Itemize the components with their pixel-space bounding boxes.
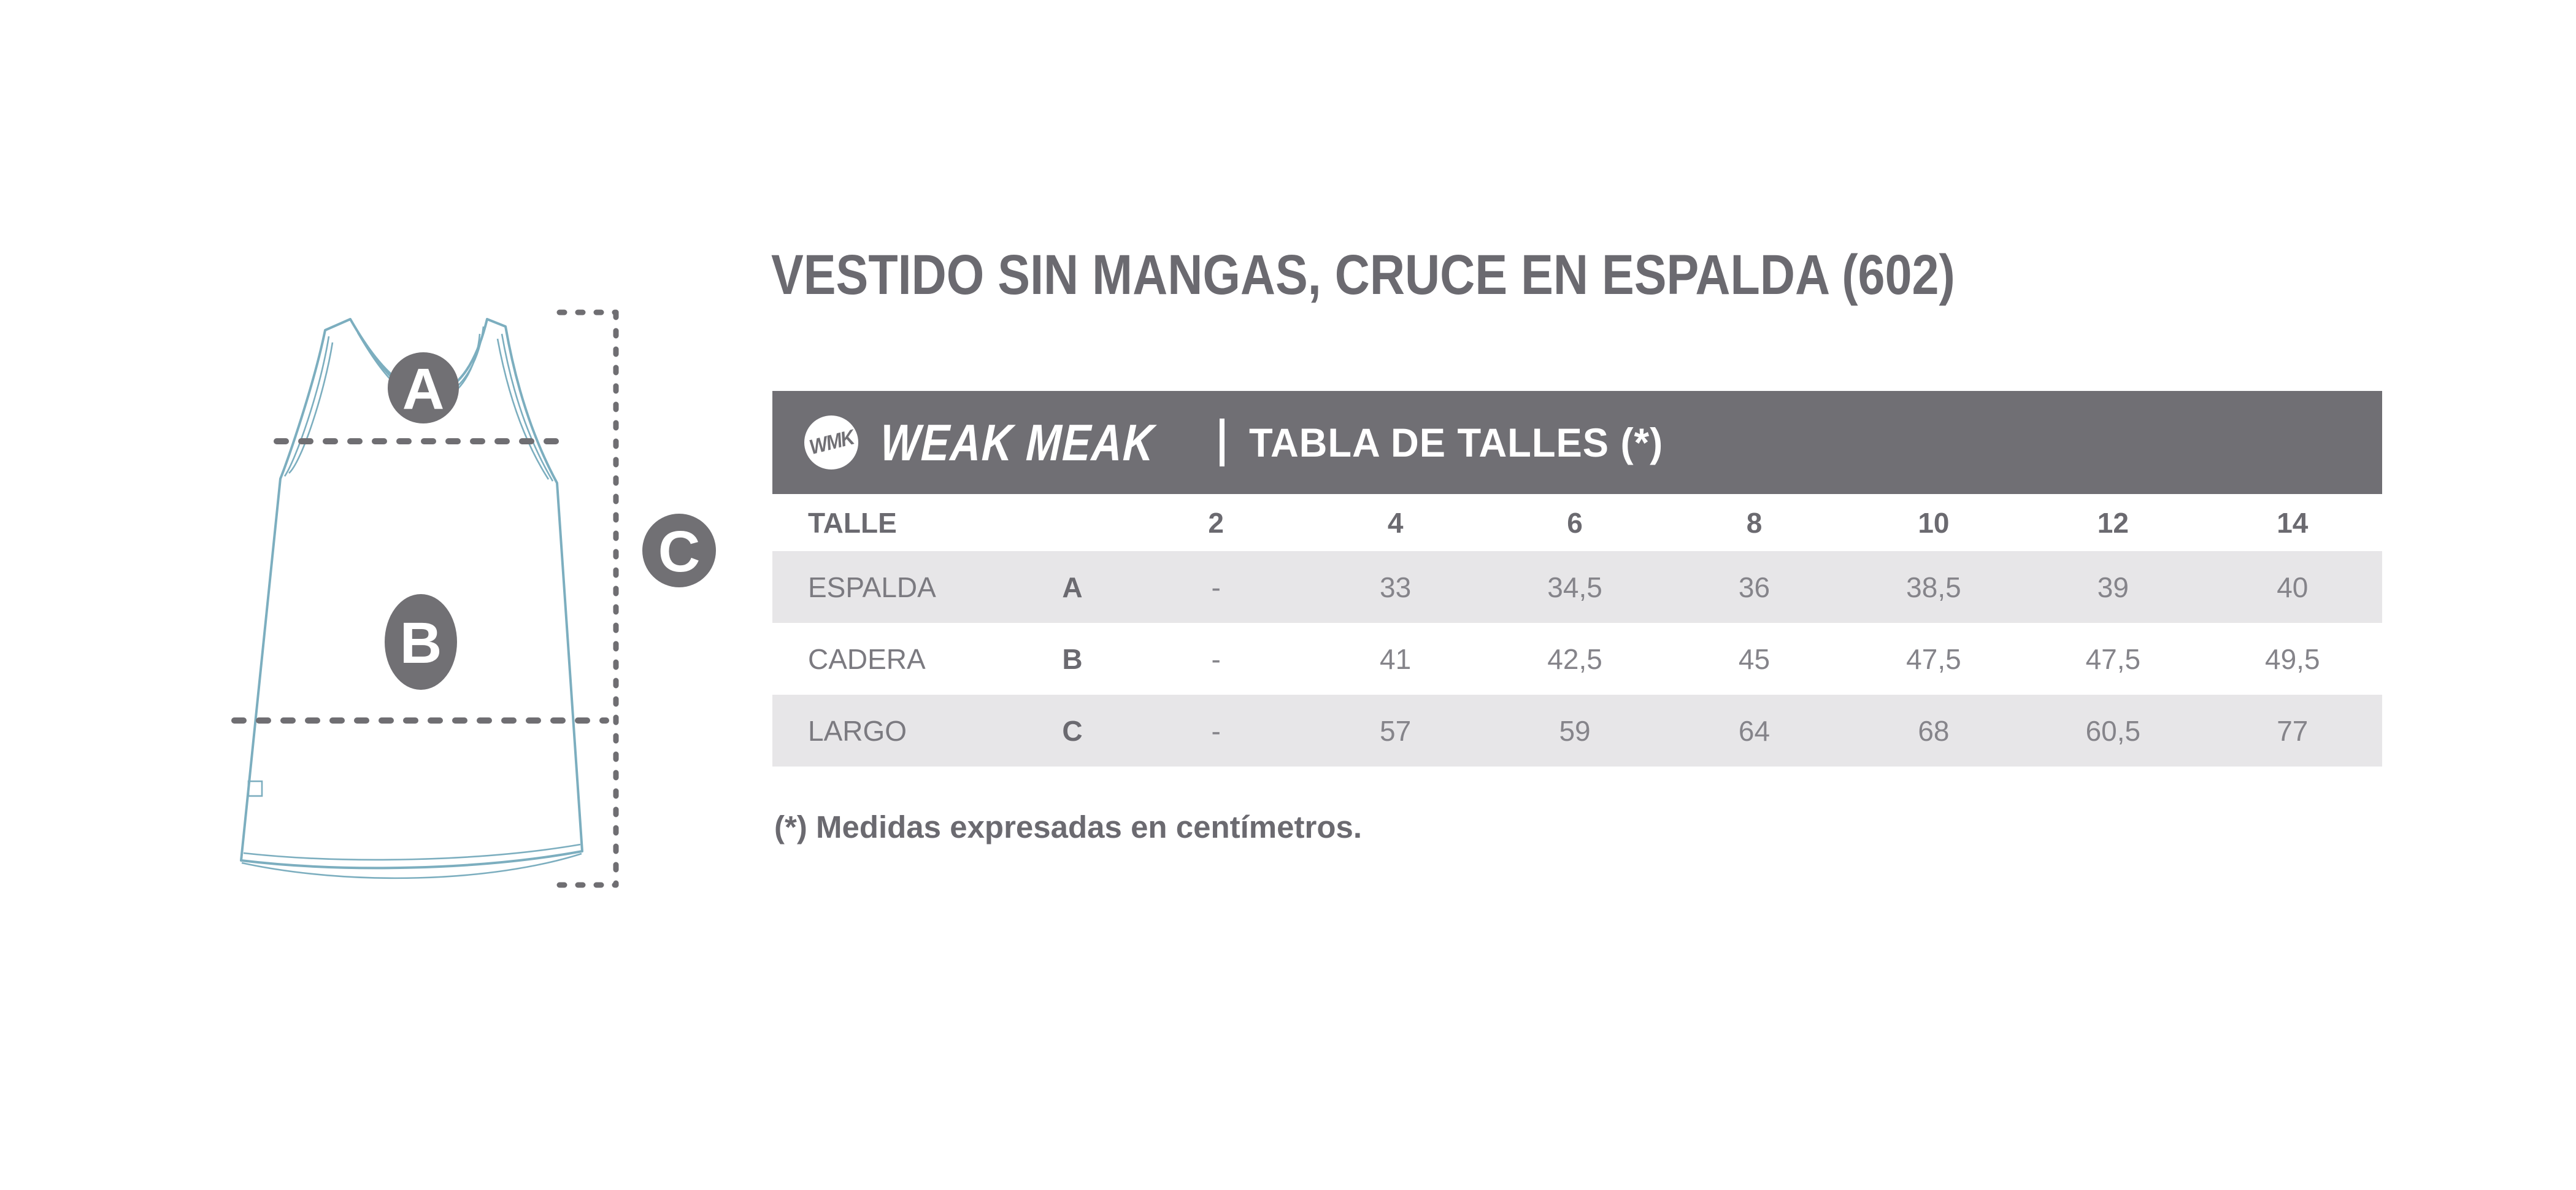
size-table: TALLE 2 4 6 8 10 12 14 ESPALDA A - 33 34… (772, 494, 2382, 767)
cell-value: - (1211, 643, 1221, 675)
cell-value: 39 (2097, 571, 2129, 603)
row-label: LARGO (808, 714, 907, 747)
cell-value: - (1211, 571, 1221, 603)
cell-value: 47,5 (2085, 643, 2141, 675)
cell-value: 68 (1918, 714, 1950, 747)
cell-value: 64 (1738, 714, 1771, 747)
side-seam-tag (247, 780, 263, 797)
marker-a-label: A (402, 357, 445, 422)
units-footnote: (*) Medidas expresadas en centímetros. (774, 809, 1363, 844)
cell-value: 77 (2277, 714, 2309, 747)
row-label: ESPALDA (808, 571, 936, 603)
page-title: VESTIDO SIN MANGAS, CRUCE EN ESPALDA (60… (771, 244, 1955, 306)
cell-value: 60,5 (2085, 714, 2141, 747)
cell-value: 36 (1738, 571, 1771, 603)
cell-value: 33 (1380, 571, 1412, 603)
cell-value: 34,5 (1547, 571, 1602, 603)
marker-b-label: B (400, 611, 442, 676)
cell-value: 40 (2277, 571, 2309, 603)
cell-value: 41 (1380, 643, 1412, 675)
right-armhole-trim-2 (496, 338, 550, 480)
size-header: 12 (2097, 506, 2129, 539)
dress-measurement-diagram: A B C (231, 309, 716, 888)
size-header: 14 (2277, 506, 2309, 539)
row-letter: B (1062, 643, 1083, 675)
right-armhole-trim (501, 333, 554, 482)
size-header: 10 (1918, 506, 1950, 539)
size-header: 8 (1746, 506, 1763, 539)
hem-fold (241, 852, 582, 879)
size-chart-header-bar: WMK WEAK MEAK TABLA DE TALLES (*) (772, 391, 2382, 494)
measurement-markers: A B C (385, 352, 716, 690)
table-row-largo: LARGO C - 57 59 64 68 60,5 77 (772, 695, 2382, 767)
size-header: 6 (1567, 506, 1583, 539)
marker-c-circle (642, 514, 716, 587)
size-header: 2 (1208, 506, 1224, 539)
size-header: 4 (1387, 506, 1404, 539)
size-chart-heading: TABLA DE TALLES (*) (1249, 420, 1664, 465)
table-row-cadera: CADERA B - 41 42,5 45 47,5 47,5 49,5 (772, 623, 2382, 695)
size-table-header-row: TALLE 2 4 6 8 10 12 14 (772, 494, 2382, 551)
row-letter: C (1062, 714, 1083, 747)
left-armhole-trim-2 (288, 342, 334, 474)
cell-value: 38,5 (1906, 571, 1961, 603)
cell-value: 42,5 (1547, 643, 1602, 675)
table-row-espalda: ESPALDA A - 33 34,5 36 38,5 39 40 (772, 551, 2382, 623)
marker-b-circle (385, 594, 457, 690)
cell-value: 57 (1380, 714, 1412, 747)
hem-trim (243, 843, 581, 861)
left-armhole-trim (283, 336, 330, 477)
cell-value: 47,5 (1906, 643, 1961, 675)
cell-value: 59 (1559, 714, 1591, 747)
cell-value: 49,5 (2265, 643, 2320, 675)
cell-value: 45 (1738, 643, 1771, 675)
size-col-header: TALLE (808, 506, 897, 539)
row-label: CADERA (808, 643, 926, 675)
brand-logo: WMK (804, 415, 858, 469)
measurement-lines (231, 309, 619, 888)
brand-name: WEAK MEAK (879, 413, 1156, 471)
marker-c-label: C (658, 519, 701, 584)
cell-value: - (1211, 714, 1221, 747)
dress-outline-drawing (240, 318, 583, 879)
header-separator (1220, 419, 1225, 466)
marker-a-circle (388, 352, 459, 423)
row-letter: A (1062, 571, 1083, 603)
brand-monogram: WMK (807, 425, 856, 459)
